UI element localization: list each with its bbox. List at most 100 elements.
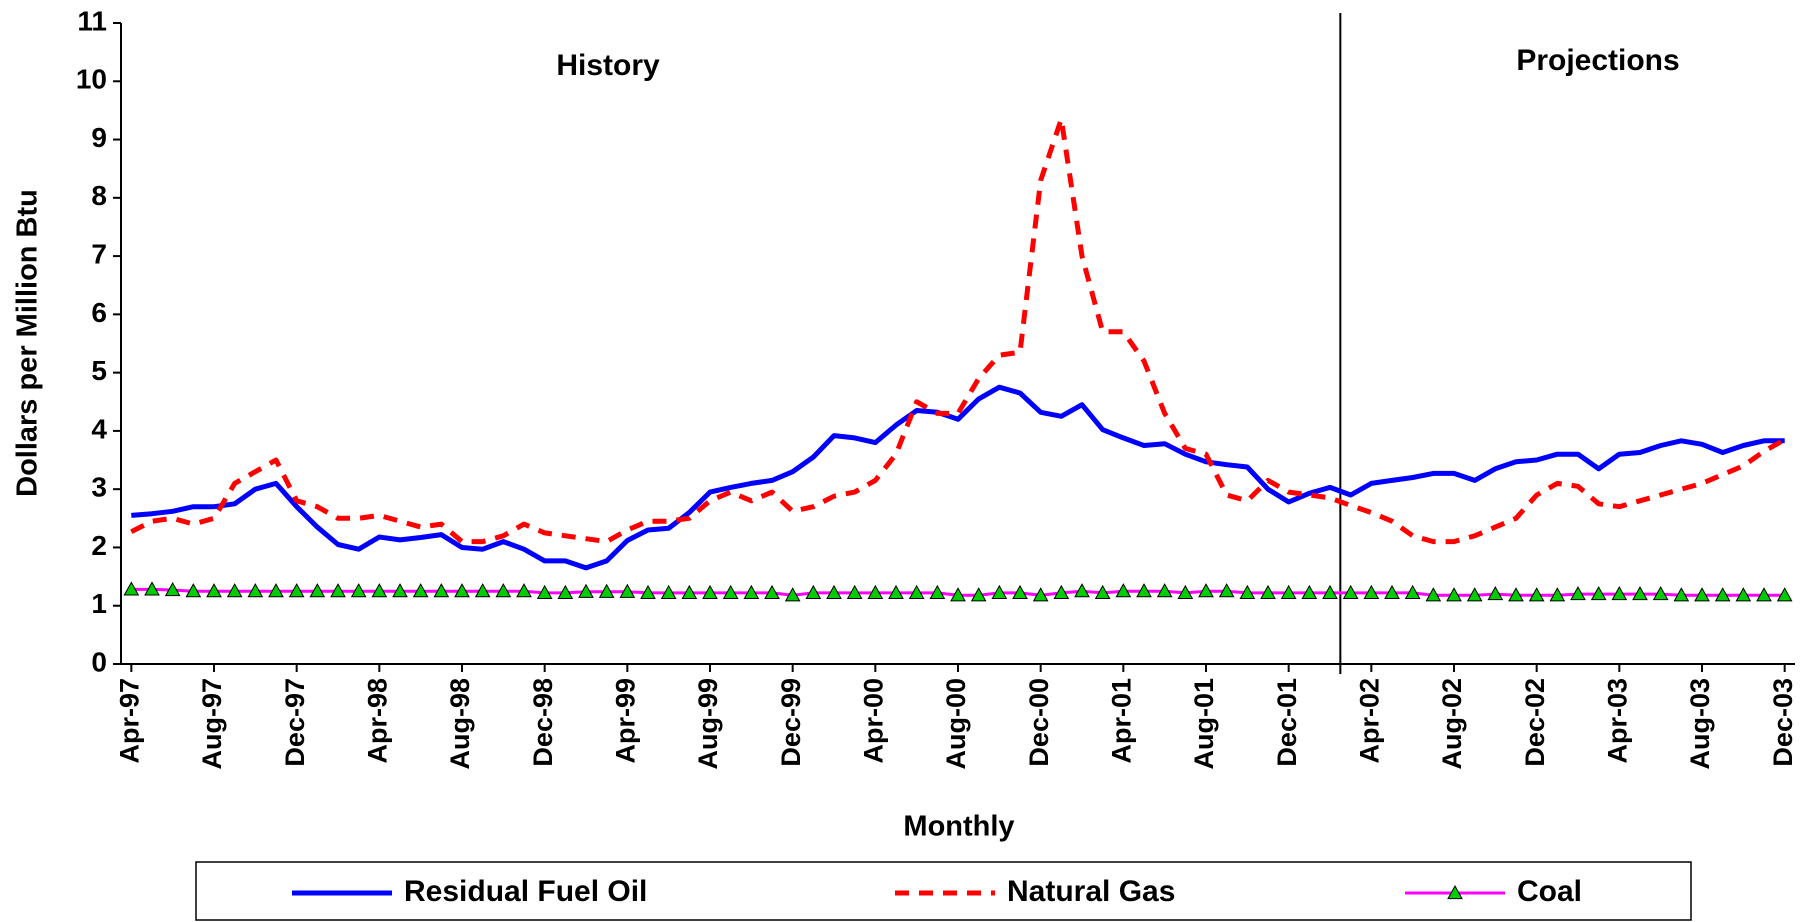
- y-tick-label: 0: [91, 646, 107, 677]
- point-marker: [764, 584, 780, 600]
- y-tick-label: 6: [91, 297, 107, 328]
- x-tick-label: Dec-02: [1520, 678, 1550, 767]
- point-marker: [1012, 584, 1028, 600]
- point-marker: [1694, 587, 1710, 602]
- point-marker: [1714, 587, 1731, 602]
- x-tick-label: Apr-03: [1602, 678, 1632, 764]
- point-marker: [1032, 587, 1049, 602]
- point-marker: [784, 587, 801, 602]
- x-tick-label: Dec-99: [776, 678, 806, 767]
- point-marker: [1508, 587, 1524, 602]
- point-marker: [1074, 583, 1090, 598]
- point-marker: [722, 584, 739, 600]
- y-tick-label: 8: [91, 180, 107, 211]
- point-marker: [474, 583, 491, 598]
- x-tick-label: Dec-98: [528, 678, 558, 767]
- point-marker: [536, 584, 553, 600]
- point-marker: [557, 584, 574, 600]
- point-marker: [371, 583, 388, 598]
- legend-label: Natural Gas: [1007, 875, 1175, 908]
- point-marker: [1776, 587, 1793, 602]
- x-tick-label: Dec-00: [1024, 678, 1054, 767]
- point-marker: [1094, 584, 1111, 600]
- point-marker: [1590, 586, 1607, 601]
- point-marker: [495, 583, 512, 598]
- point-marker: [743, 584, 760, 600]
- y-tick-label: 2: [91, 530, 107, 561]
- point-marker: [123, 581, 140, 596]
- point-marker: [1115, 583, 1132, 598]
- x-tick-label: Apr-99: [610, 678, 640, 764]
- point-marker: [330, 583, 346, 598]
- point-marker: [867, 584, 884, 600]
- point-marker: [702, 584, 718, 600]
- annotation: Projections: [1516, 44, 1679, 77]
- point-marker: [164, 581, 181, 597]
- x-tick-label: Apr-01: [1106, 678, 1136, 764]
- point-marker: [1239, 584, 1256, 600]
- point-marker: [826, 584, 842, 600]
- point-marker: [1384, 584, 1400, 600]
- point-marker: [392, 583, 408, 598]
- point-marker: [1218, 583, 1235, 598]
- point-marker: [1487, 586, 1504, 601]
- point-marker: [578, 583, 594, 598]
- x-tick-label: Aug-03: [1685, 678, 1715, 770]
- annotation: History: [556, 49, 660, 82]
- y-axis-title: Dollars per Million Btu: [12, 189, 44, 497]
- point-marker: [1404, 584, 1421, 600]
- point-marker: [1280, 584, 1297, 600]
- y-tick-label: 4: [91, 413, 107, 444]
- point-marker: [144, 581, 160, 596]
- point-marker: [929, 584, 946, 600]
- point-marker: [1053, 584, 1070, 600]
- point-marker: [1528, 587, 1545, 602]
- x-tick-label: Apr-97: [114, 678, 144, 764]
- point-marker: [681, 584, 698, 600]
- x-tick-label: Apr-98: [362, 678, 392, 764]
- point-marker: [226, 583, 243, 598]
- x-tick-label: Aug-97: [197, 678, 227, 770]
- x-axis-title: Monthly: [903, 811, 1014, 843]
- y-tick-label: 9: [91, 122, 107, 153]
- x-tick-label: Aug-01: [1189, 678, 1219, 770]
- legend-label: Residual Fuel Oil: [404, 875, 647, 908]
- x-tick-label: Apr-02: [1354, 678, 1384, 764]
- point-marker: [1301, 584, 1318, 600]
- point-marker: [950, 587, 966, 602]
- point-marker: [268, 583, 284, 598]
- point-marker: [660, 584, 677, 600]
- point-marker: [970, 587, 987, 602]
- x-tick-label: Aug-02: [1437, 678, 1467, 770]
- point-marker: [1260, 584, 1276, 600]
- legend-label: Coal: [1517, 875, 1582, 908]
- point-marker: [1198, 583, 1214, 598]
- point-marker: [1756, 587, 1772, 602]
- point-marker: [598, 583, 615, 598]
- point-marker: [288, 583, 305, 598]
- point-marker: [1735, 587, 1752, 602]
- y-tick-label: 3: [91, 472, 107, 503]
- point-marker: [1177, 584, 1194, 600]
- y-tick-label: 5: [91, 355, 107, 386]
- x-tick-label: Dec-03: [1768, 678, 1798, 767]
- point-marker: [1322, 584, 1338, 600]
- point-marker: [1632, 586, 1648, 601]
- point-marker: [1446, 587, 1462, 602]
- point-marker: [309, 583, 326, 598]
- x-tick-label: Aug-99: [693, 678, 723, 770]
- point-marker: [350, 583, 367, 598]
- point-marker: [1156, 583, 1173, 598]
- x-tick-label: Dec-97: [280, 678, 310, 767]
- point-marker: [185, 583, 202, 598]
- point-marker: [1611, 586, 1628, 601]
- point-marker: [640, 584, 656, 600]
- y-tick-label: 1: [91, 588, 107, 619]
- y-tick-label: 10: [76, 64, 107, 95]
- point-marker: [908, 584, 925, 600]
- x-tick-label: Aug-98: [445, 678, 475, 770]
- point-marker: [1652, 586, 1669, 601]
- series-line: [131, 384, 1785, 571]
- point-marker: [991, 584, 1008, 600]
